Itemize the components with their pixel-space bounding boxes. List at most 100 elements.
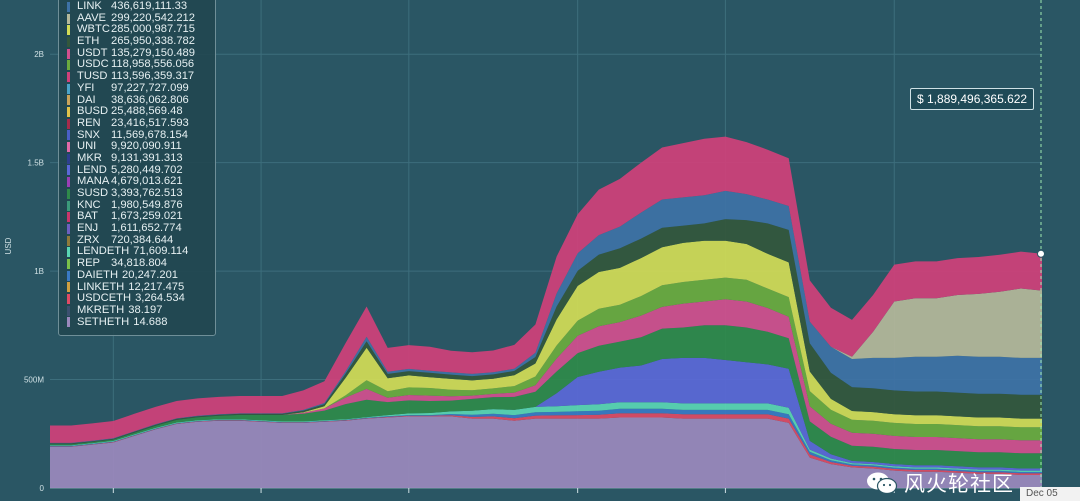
legend-name: LINKETH bbox=[77, 280, 125, 293]
legend-name: YFI bbox=[77, 81, 95, 94]
legend-value: 436,619,111.33 bbox=[111, 0, 188, 12]
legend-value: 23,416,517.593 bbox=[111, 116, 189, 129]
area-series-eth bbox=[50, 219, 1042, 445]
legend-item: USDT 135,279,150.489 bbox=[67, 46, 215, 60]
y-tick-label: 2B bbox=[34, 50, 44, 59]
legend-item: LINKETH 12,217.475 bbox=[67, 280, 215, 294]
legend-value: 3,264.534 bbox=[135, 292, 185, 305]
legend-item: LEND 5,280,449.702 bbox=[67, 163, 215, 177]
area-series-lendeth bbox=[50, 402, 1042, 472]
legend-item: YFI 97,227,727.099 bbox=[67, 81, 215, 95]
legend-item: BUSD 25,488,569.48 bbox=[67, 105, 215, 118]
legend-value: 113,596,359.317 bbox=[111, 70, 195, 83]
legend-name: KNC bbox=[77, 198, 101, 211]
legend-swatch bbox=[67, 258, 70, 269]
legend-name: BAT bbox=[77, 210, 98, 223]
legend-swatch bbox=[67, 1, 70, 12]
legend-item: REN 23,416,517.593 bbox=[67, 116, 215, 130]
y-tick-label: 0 bbox=[40, 484, 45, 493]
legend-value: 97,227,727.099 bbox=[111, 81, 189, 94]
y-tick-label: 500M bbox=[24, 376, 44, 385]
area-series-tusd bbox=[50, 136, 1042, 443]
legend-swatch bbox=[67, 294, 70, 305]
legend-name: ZRX bbox=[77, 233, 100, 246]
watermark-text: 风火轮社区 bbox=[904, 472, 1014, 496]
legend-name: MKR bbox=[77, 151, 102, 164]
legend-value: 71,609.114 bbox=[133, 245, 189, 258]
legend-value: 5,280,449.702 bbox=[111, 163, 183, 176]
area-series-daieth bbox=[50, 408, 1042, 474]
legend-name: DAIETH bbox=[77, 268, 119, 281]
area-series-wbtc bbox=[50, 240, 1042, 445]
legend-swatch bbox=[67, 36, 70, 47]
legend-item: SETHETH 14.688 bbox=[67, 316, 215, 329]
legend-swatch bbox=[67, 13, 70, 24]
legend-swatch bbox=[67, 188, 70, 199]
legend-swatch bbox=[67, 107, 70, 118]
legend-name: REP bbox=[77, 257, 101, 270]
legend-value: 25,488,569.48 bbox=[111, 105, 183, 118]
legend-swatch bbox=[67, 200, 70, 211]
legend-item: SUSD 3,393,762.513 bbox=[67, 187, 215, 200]
legend-name: ENJ bbox=[77, 222, 99, 235]
legend-value: 1,980,549.876 bbox=[111, 198, 183, 211]
y-axis-label: USD bbox=[4, 237, 13, 254]
legend-swatch bbox=[67, 212, 70, 223]
area-series-usdt bbox=[50, 299, 1042, 454]
legend-swatch bbox=[67, 142, 70, 153]
legend-value: 3,393,762.513 bbox=[111, 187, 183, 199]
legend-name: USDT bbox=[77, 46, 108, 59]
legend-name: LINK bbox=[77, 0, 102, 12]
legend-swatch bbox=[67, 83, 70, 94]
legend-name: ETH bbox=[77, 35, 100, 48]
area-series-usdceth bbox=[50, 413, 1042, 475]
legend-item: BAT 1,673,259.021 bbox=[67, 211, 215, 223]
area-series-setheth bbox=[50, 416, 1042, 488]
legend-name: LENDETH bbox=[77, 245, 130, 258]
legend-name: SNX bbox=[77, 128, 101, 141]
legend-value: 285,000,987.715 bbox=[111, 23, 195, 36]
x-end-date-label: Dec 05 bbox=[1020, 487, 1080, 501]
legend-item: SNX 11,569,678.154 bbox=[67, 128, 215, 142]
legend-name: TUSD bbox=[77, 70, 108, 83]
legend-swatch bbox=[67, 177, 70, 188]
legend-value: 4,679,013.621 bbox=[111, 175, 183, 188]
wechat-icon bbox=[867, 472, 898, 495]
legend-swatch bbox=[67, 223, 70, 234]
legend-value: 118,958,556.056 bbox=[111, 58, 195, 71]
legend-name: UNI bbox=[77, 140, 97, 153]
legend-item: TUSD 113,596,359.317 bbox=[67, 70, 215, 83]
legend-name: BUSD bbox=[77, 105, 109, 118]
legend-swatch bbox=[67, 153, 70, 164]
legend-item: KNC 1,980,549.876 bbox=[67, 198, 215, 212]
legend-value: 12,217.475 bbox=[128, 280, 185, 293]
legend-name: DAI bbox=[77, 93, 96, 106]
legend-name: REN bbox=[77, 116, 101, 129]
legend-swatch bbox=[67, 235, 70, 246]
legend-swatch bbox=[67, 165, 70, 176]
legend: LINK 436,619,111.33 AAVE 299,220,542.212 WBT… bbox=[58, 0, 216, 336]
legend-item: MANA 4,679,013.621 bbox=[67, 176, 215, 188]
legend-name: MKRETH bbox=[77, 303, 125, 316]
legend-value: 38.197 bbox=[128, 303, 163, 316]
legend-item: USDCETH 3,264.534 bbox=[67, 292, 215, 305]
hover-tooltip: $ 1,889,496,365.622 bbox=[910, 88, 1035, 110]
legend-item: MKR 9,131,391.313 bbox=[67, 151, 215, 165]
legend-value: 1,611,652.774 bbox=[111, 222, 182, 235]
legend-item: WBTC 285,000,987.715 bbox=[67, 24, 215, 36]
legend-value: 1,673,259.021 bbox=[111, 210, 183, 223]
legend-item: ENJ 1,611,652.774 bbox=[67, 222, 215, 235]
y-tick-label: 1.5B bbox=[28, 159, 44, 168]
legend-item: UNI 9,920,090.911 bbox=[67, 141, 215, 153]
legend-item: DAI 38,636,062.806 bbox=[67, 93, 215, 107]
legend-name: AAVE bbox=[77, 11, 107, 24]
legend-item: MKRETH 38.197 bbox=[67, 303, 215, 317]
legend-swatch bbox=[67, 71, 70, 82]
legend-name: USDCETH bbox=[77, 292, 132, 305]
legend-value: 135,279,150.489 bbox=[111, 46, 195, 59]
legend-swatch bbox=[67, 270, 70, 281]
legend-value: 9,920,090.911 bbox=[111, 140, 182, 153]
legend-item: DAIETH 20,247.201 bbox=[67, 268, 215, 282]
